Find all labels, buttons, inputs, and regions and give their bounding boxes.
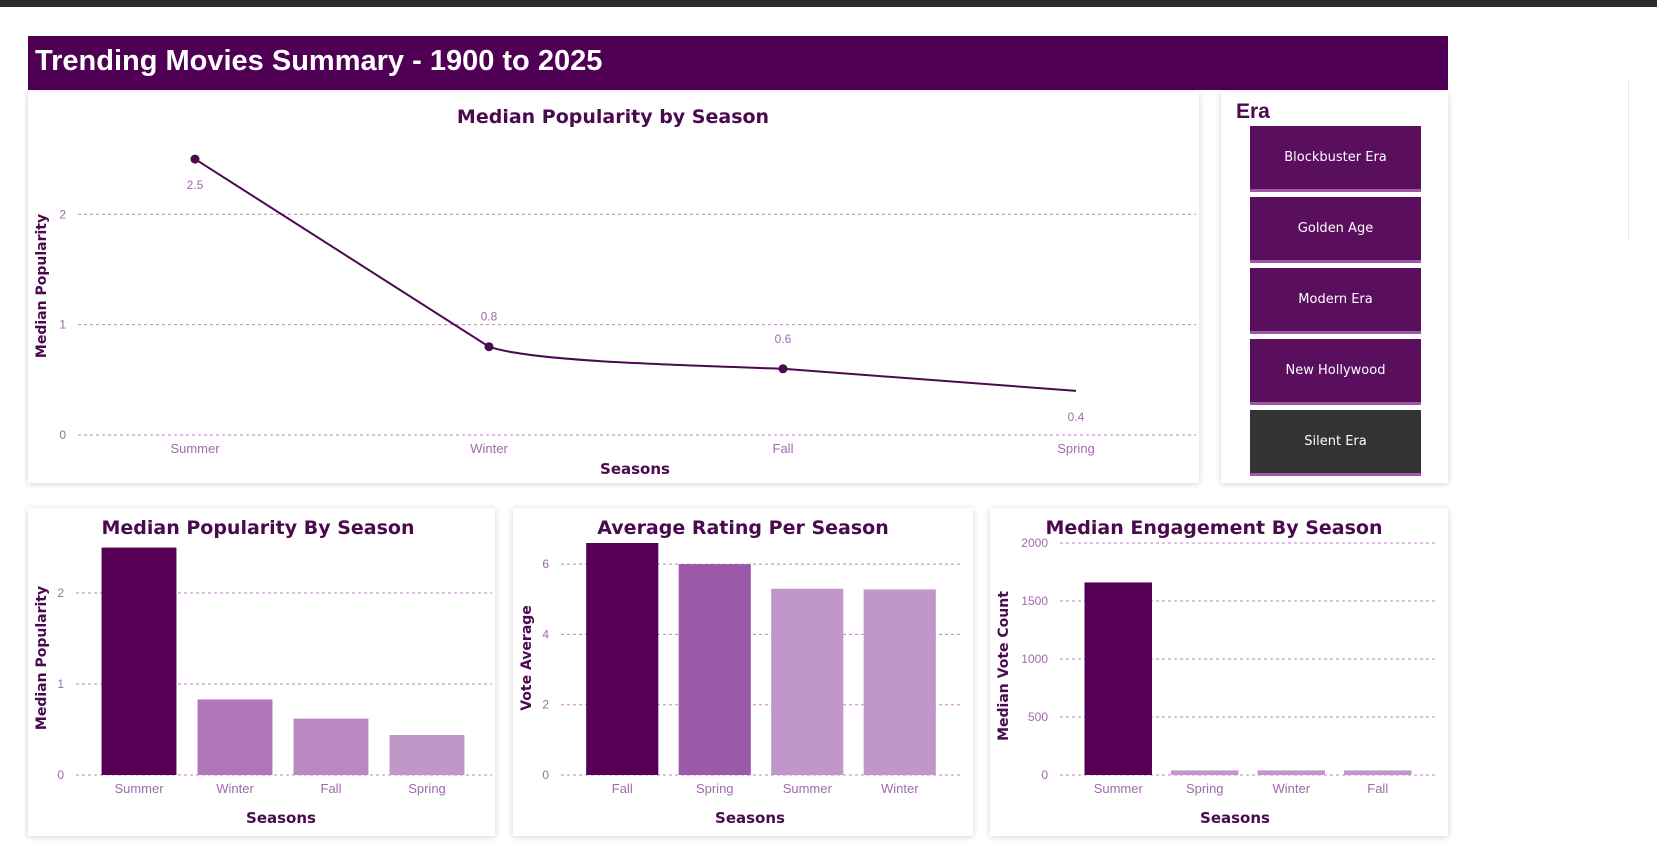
page-title: Trending Movies Summary - 1900 to 2025: [35, 45, 603, 77]
bar-chart-popularity-card: Median Popularity By Season 0 1 2 Summer Wint…: [28, 508, 495, 836]
divider: [1628, 80, 1629, 240]
bar-chart-engagement-card: Median Engagement By Season 0 500 1000 1500 2…: [990, 508, 1448, 836]
y-tick-label: 2: [57, 586, 64, 600]
x-tick-label: Fall: [1367, 781, 1388, 796]
bar: [1084, 582, 1152, 775]
x-tick-label: Summer: [783, 781, 833, 796]
x-tick-label: Fall: [773, 441, 794, 456]
data-label: 0.4: [1068, 410, 1085, 424]
bar: [1344, 770, 1412, 775]
chart-title: Median Popularity By Season: [101, 517, 414, 539]
y-tick-label: 4: [542, 627, 549, 641]
x-tick-label: Spring: [1057, 441, 1095, 456]
era-option-modern-era[interactable]: Modern Era: [1250, 268, 1421, 334]
bar: [863, 589, 936, 775]
data-label: 0.8: [481, 310, 498, 324]
x-tick-label: Spring: [696, 781, 734, 796]
y-tick-label: 2: [542, 698, 549, 712]
y-tick-label: 0: [542, 768, 549, 782]
y-tick-label: 1500: [1021, 594, 1048, 608]
y-tick-label: 1: [57, 677, 64, 691]
x-tick-label: Summer: [170, 441, 220, 456]
era-option-silent-era[interactable]: Silent Era: [1250, 410, 1421, 476]
y-tick-label: 0: [1041, 768, 1048, 782]
y-axis-label: Median Popularity: [34, 214, 50, 358]
series-line: [194, 158, 1077, 392]
x-axis-label: Seasons: [715, 809, 785, 827]
x-tick-label: Spring: [408, 781, 446, 796]
bar: [1171, 770, 1239, 775]
x-tick-label: Spring: [1186, 781, 1224, 796]
bar: [1257, 770, 1325, 775]
y-tick-label: 6: [542, 557, 549, 571]
top-bar: [0, 0, 1657, 7]
bar: [771, 588, 844, 775]
bar-chart-rating-card: Average Rating Per Season 0 2 4 6 Fall Spring S…: [513, 508, 973, 836]
era-option-golden-age[interactable]: Golden Age: [1250, 197, 1421, 263]
bar: [586, 543, 659, 775]
bar: [197, 699, 273, 775]
report-header: Trending Movies Summary - 1900 to 2025: [28, 36, 1448, 90]
y-tick-label: 1000: [1021, 652, 1048, 666]
bar: [101, 547, 177, 775]
chart-title: Median Engagement By Season: [1046, 517, 1383, 539]
y-axis-label: Median Vote Count: [996, 591, 1012, 741]
line-chart-card: Median Popularity by Season 0 1 2 2.5 Summer 0…: [28, 92, 1199, 483]
y-tick-label: 2: [59, 207, 66, 221]
bar-chart-rating: Average Rating Per Season 0 2 4 6 Fall Spring S…: [519, 517, 963, 827]
bar: [678, 564, 751, 775]
data-label: 2.5: [187, 178, 204, 192]
era-option-blockbuster-era[interactable]: Blockbuster Era: [1250, 126, 1421, 192]
era-slicer: Era Blockbuster Era Golden Age Modern Er…: [1221, 92, 1448, 483]
x-axis-label: Seasons: [1200, 809, 1270, 827]
data-point: [484, 342, 494, 352]
bar: [389, 734, 465, 775]
line-chart-popularity: Median Popularity by Season 0 1 2 2.5 Summer 0…: [34, 106, 1196, 478]
x-tick-label: Winter: [881, 781, 919, 796]
x-tick-label: Winter: [1272, 781, 1310, 796]
y-tick-label: 2000: [1021, 536, 1048, 550]
x-tick-label: Fall: [321, 781, 342, 796]
y-tick-label: 0: [59, 428, 66, 442]
y-tick-label: 500: [1028, 710, 1048, 724]
y-tick-label: 1: [59, 318, 66, 332]
x-axis-label: Seasons: [246, 809, 316, 827]
data-point: [190, 154, 200, 164]
era-slicer-title: Era: [1236, 100, 1270, 123]
bar-chart-engagement: Median Engagement By Season 0 500 1000 1500 2…: [996, 517, 1438, 827]
x-axis-label: Seasons: [600, 460, 670, 478]
x-tick-label: Winter: [470, 441, 508, 456]
x-tick-label: Summer: [1094, 781, 1144, 796]
chart-title: Average Rating Per Season: [597, 517, 888, 539]
y-axis-label: Median Popularity: [34, 586, 50, 730]
bar: [293, 718, 369, 775]
era-option-new-hollywood[interactable]: New Hollywood: [1250, 339, 1421, 405]
bar-chart-popularity: Median Popularity By Season 0 1 2 Summer Wint…: [34, 517, 492, 827]
y-axis-label: Vote Average: [519, 605, 535, 711]
data-label: 0.6: [775, 332, 792, 346]
data-point: [778, 364, 788, 374]
chart-title: Median Popularity by Season: [457, 106, 769, 128]
x-tick-label: Fall: [612, 781, 633, 796]
x-tick-label: Winter: [216, 781, 254, 796]
x-tick-label: Summer: [114, 781, 164, 796]
y-tick-label: 0: [57, 768, 64, 782]
